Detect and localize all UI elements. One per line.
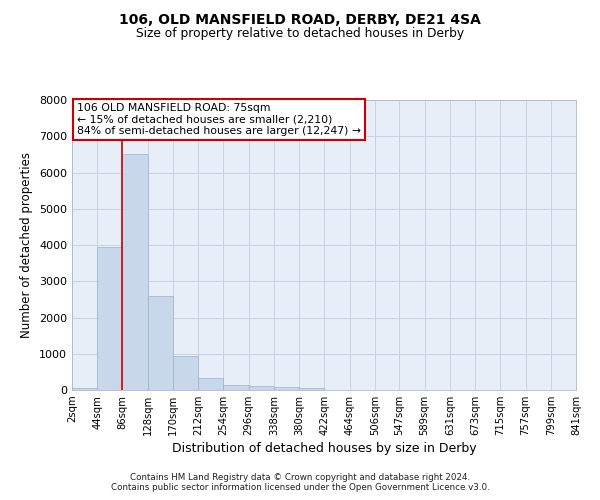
Bar xyxy=(299,388,325,390)
Bar xyxy=(274,388,299,390)
Text: Size of property relative to detached houses in Derby: Size of property relative to detached ho… xyxy=(136,28,464,40)
X-axis label: Distribution of detached houses by size in Derby: Distribution of detached houses by size … xyxy=(172,442,476,455)
Text: Contains HM Land Registry data © Crown copyright and database right 2024.
Contai: Contains HM Land Registry data © Crown c… xyxy=(110,473,490,492)
Text: 106, OLD MANSFIELD ROAD, DERBY, DE21 4SA: 106, OLD MANSFIELD ROAD, DERBY, DE21 4SA xyxy=(119,12,481,26)
Bar xyxy=(148,296,173,390)
Bar xyxy=(248,386,274,390)
Bar xyxy=(122,154,148,390)
Bar xyxy=(198,378,223,390)
Bar xyxy=(173,356,198,390)
Text: 106 OLD MANSFIELD ROAD: 75sqm
← 15% of detached houses are smaller (2,210)
84% o: 106 OLD MANSFIELD ROAD: 75sqm ← 15% of d… xyxy=(77,103,361,136)
Bar xyxy=(97,247,122,390)
Bar xyxy=(223,384,248,390)
Y-axis label: Number of detached properties: Number of detached properties xyxy=(20,152,34,338)
Bar xyxy=(72,388,97,390)
